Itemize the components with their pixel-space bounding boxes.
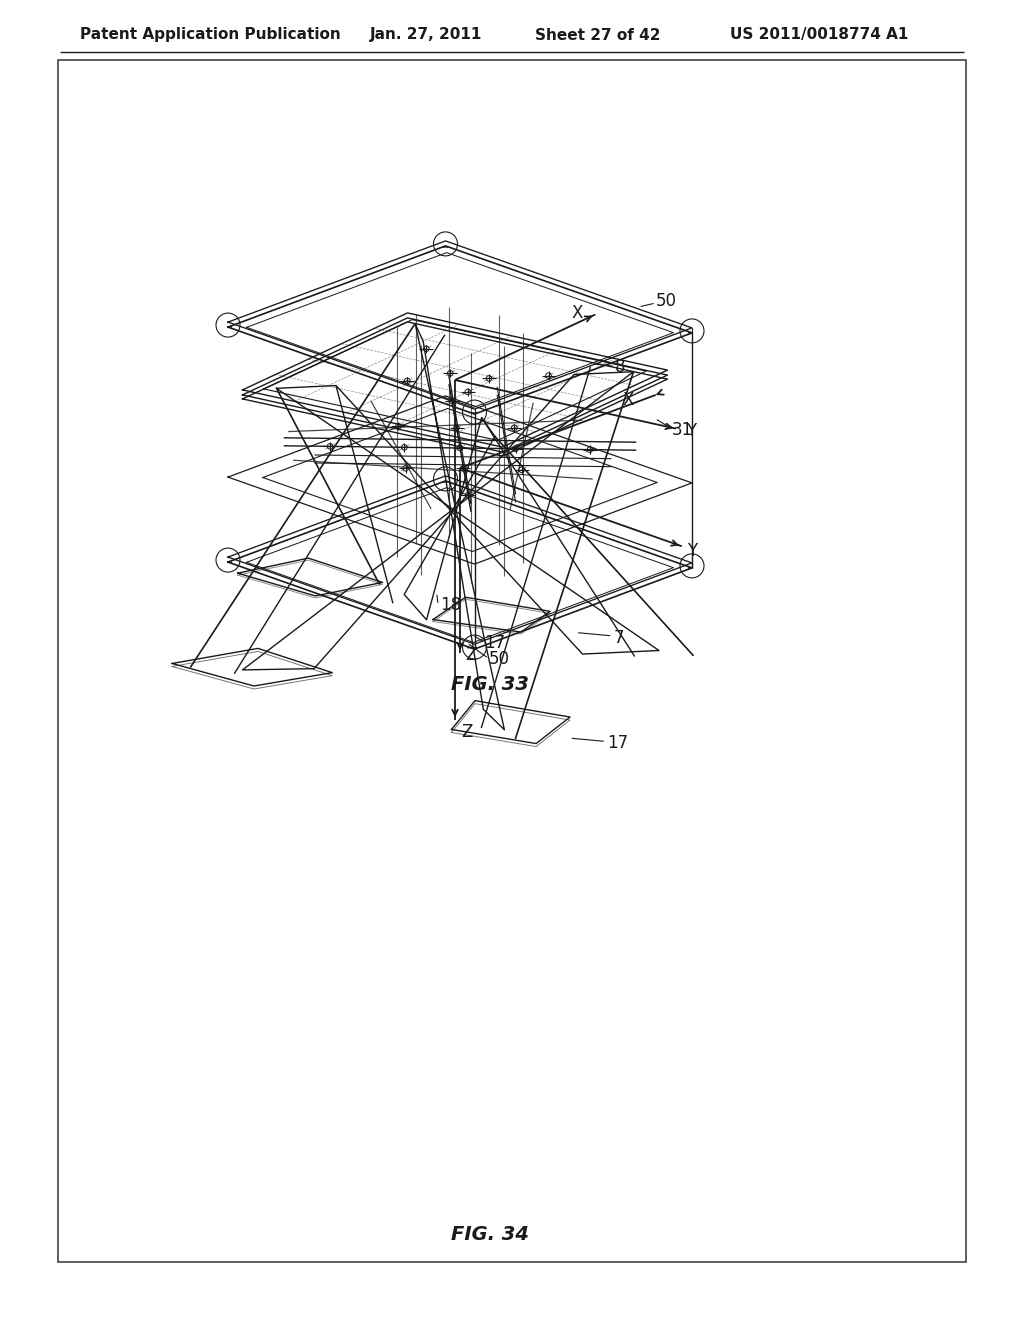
Text: 50: 50 <box>488 651 510 668</box>
Text: Patent Application Publication: Patent Application Publication <box>80 28 341 42</box>
Text: 17: 17 <box>484 634 506 652</box>
Text: X: X <box>571 304 583 322</box>
Text: 7: 7 <box>613 628 624 647</box>
Text: Sheet 27 of 42: Sheet 27 of 42 <box>535 28 660 42</box>
Text: X: X <box>623 391 634 409</box>
Text: 31: 31 <box>672 421 693 438</box>
Text: Z: Z <box>465 645 476 664</box>
Text: 8: 8 <box>615 358 626 376</box>
Text: US 2011/0018774 A1: US 2011/0018774 A1 <box>730 28 908 42</box>
Text: Y: Y <box>686 421 696 440</box>
Text: 17: 17 <box>607 734 628 752</box>
Text: FIG. 34: FIG. 34 <box>451 1225 529 1245</box>
Text: Jan. 27, 2011: Jan. 27, 2011 <box>370 28 482 42</box>
Text: Z: Z <box>462 723 473 741</box>
Text: FIG. 33: FIG. 33 <box>451 676 529 694</box>
Text: Y: Y <box>687 543 697 560</box>
Text: 50: 50 <box>655 293 677 310</box>
Text: 18: 18 <box>440 595 461 614</box>
